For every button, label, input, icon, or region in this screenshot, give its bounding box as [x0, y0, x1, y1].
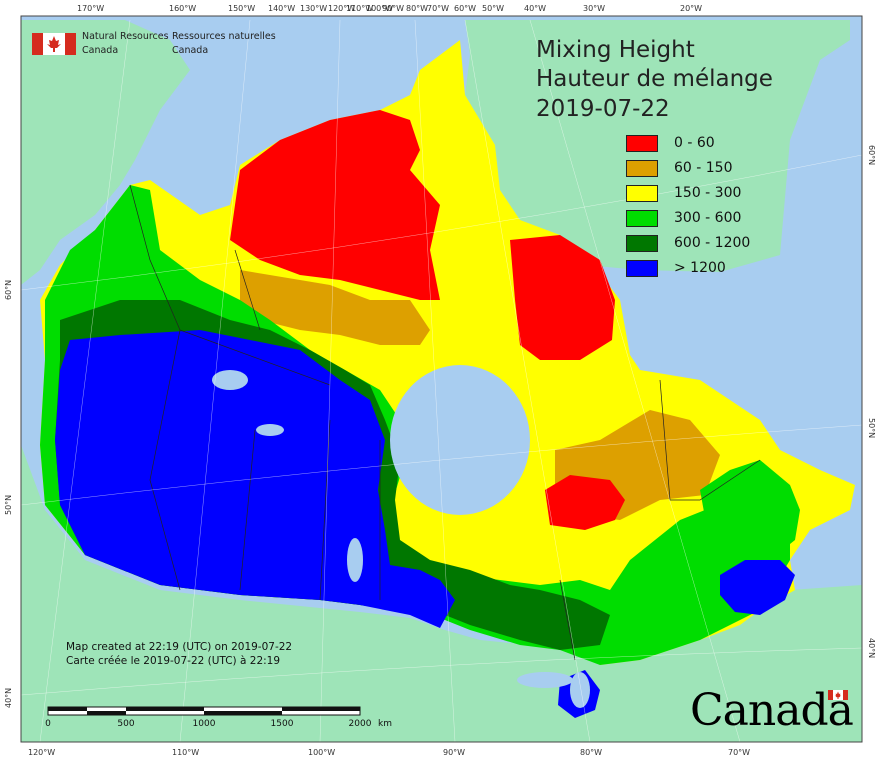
- grat-label-bottom: 120°W: [28, 748, 55, 757]
- graticule: [21, 19, 862, 742]
- scale-tick-label: 500: [117, 719, 135, 729]
- legend-swatch: [626, 160, 658, 177]
- legend-swatch: [626, 135, 658, 152]
- grat-label-top: 160°W: [169, 4, 196, 13]
- lake-winnipeg: [347, 538, 363, 582]
- great-slave-lake: [256, 424, 284, 436]
- grat-label-left: 60°N: [4, 280, 13, 300]
- agency-fr-line2: Canada: [172, 45, 209, 56]
- alaska-land: [21, 20, 190, 285]
- agency-fr-line1: Ressources naturelles: [172, 31, 276, 42]
- lake-superior: [517, 672, 573, 688]
- canada-zone-60-150-north: [240, 270, 430, 345]
- created-fr: Carte créée le 2019-07-22 (UTC) à 22:19: [66, 655, 281, 667]
- grat-label-bottom: 80°W: [580, 748, 602, 757]
- canada-zone-0-60-baffin: [510, 235, 615, 360]
- grat-label-left: 40°N: [4, 688, 13, 708]
- canada-zone-above-1200-maritimes: [720, 560, 795, 615]
- legend-swatch: [626, 210, 658, 227]
- grat-label-top: 170°W: [77, 4, 104, 13]
- grat-label-top: 30°W: [583, 4, 605, 13]
- map-border: [20, 15, 863, 743]
- grat-label-left: 50°N: [4, 495, 13, 515]
- grat-label-top: 130°W: [300, 4, 327, 13]
- grat-label-right: 40°N: [867, 638, 876, 658]
- agency-en-line1: Natural Resources: [82, 31, 169, 42]
- created-en: Map created at 22:19 (UTC) on 2019-07-22: [66, 641, 293, 653]
- canada-zone-300-600-east: [700, 460, 800, 560]
- graticule-labels-top: 170°W 160°W 150°W 140°W 130°W 120°W 110°…: [77, 4, 702, 13]
- grat-label-top: 150°W: [228, 4, 255, 13]
- united-states-land: [21, 445, 862, 742]
- grat-label-bottom: 100°W: [308, 748, 335, 757]
- graticule-labels-right: 60°N 50°N 40°N: [867, 145, 876, 658]
- scale-tick-label: 0: [45, 719, 51, 729]
- legend-swatch: [626, 260, 658, 277]
- grat-label-top: 40°W: [524, 4, 546, 13]
- scale-unit: km: [378, 719, 392, 729]
- graticule-labels-bottom: 120°W 110°W 100°W 90°W 80°W 70°W: [28, 748, 750, 757]
- scale-tick-label: 2000: [348, 719, 372, 729]
- canada-flag-icon: [32, 33, 76, 55]
- grat-label-top: 90°W: [382, 4, 404, 13]
- map-date: 2019-07-22: [536, 96, 670, 122]
- graticule-labels-left: 60°N 50°N 40°N: [4, 280, 13, 708]
- legend-label: 60 - 150: [674, 160, 733, 176]
- legend-label: 0 - 60: [674, 135, 715, 151]
- legend-swatch: [626, 235, 658, 252]
- legend-label: 150 - 300: [674, 185, 742, 201]
- grat-label-right: 50°N: [867, 418, 876, 438]
- agency-block: Natural Resources Canada Ressources natu…: [30, 30, 276, 62]
- legend-label: > 1200: [674, 260, 726, 276]
- grat-label-bottom: 110°W: [172, 748, 199, 757]
- grat-label-top: 50°W: [482, 4, 504, 13]
- grat-label-top: 70°W: [427, 4, 449, 13]
- canada-zone-0-60-quebec: [545, 475, 625, 530]
- legend-label: 300 - 600: [674, 210, 742, 226]
- legend-swatch: [626, 185, 658, 202]
- map-canvas: [21, 16, 862, 742]
- canada-flag-icon: [828, 690, 848, 700]
- grat-label-top: 100°W: [366, 4, 393, 13]
- wordmark-text: Canada: [690, 685, 854, 736]
- lake-huron: [570, 672, 590, 708]
- scale-tick-label: 1500: [270, 719, 294, 729]
- legend-label: 600 - 1200: [674, 235, 751, 251]
- map-title-fr: Hauteur de mélange: [536, 66, 773, 92]
- grat-label-top: 120°W: [328, 4, 355, 13]
- grat-label-top: 110°W: [346, 4, 373, 13]
- grat-label-right: 60°N: [867, 145, 876, 165]
- grat-label-top: 140°W: [268, 4, 295, 13]
- province-boundaries: [129, 184, 761, 661]
- agency-en-line2: Canada: [82, 45, 119, 56]
- grat-label-top: 60°W: [454, 4, 476, 13]
- hudson-bay: [390, 365, 530, 515]
- scale-tick-label: 1000: [192, 719, 216, 729]
- scale-bar: 0 500 1000 1500 2000 km: [40, 702, 400, 732]
- grat-label-top: 80°W: [406, 4, 428, 13]
- grat-label-bottom: 90°W: [443, 748, 465, 757]
- grat-label-bottom: 70°W: [728, 748, 750, 757]
- map-created-note: Map created at 22:19 (UTC) on 2019-07-22…: [66, 640, 292, 668]
- grat-label-top: 20°W: [680, 4, 702, 13]
- scale-bar-graphic: [47, 706, 361, 716]
- great-bear-lake: [212, 370, 248, 390]
- canada-wordmark: Canada: [690, 686, 860, 736]
- map-title-en: Mixing Height: [536, 37, 695, 63]
